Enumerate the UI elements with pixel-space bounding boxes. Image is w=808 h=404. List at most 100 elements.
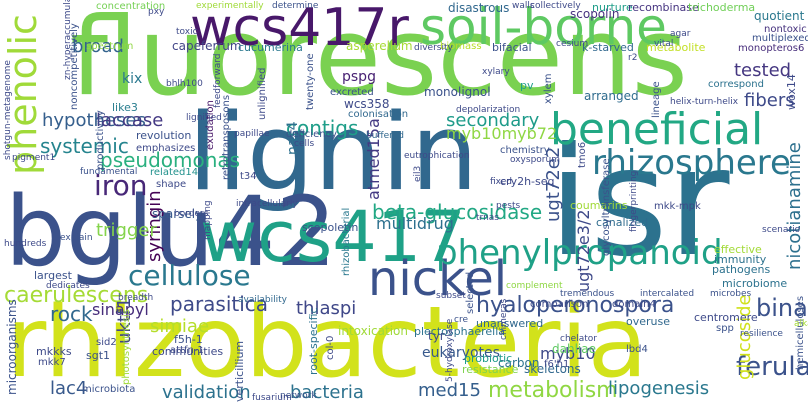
word: recombinase — [628, 1, 699, 14]
word: disastrous — [448, 1, 510, 15]
word: intoxication — [338, 324, 408, 338]
word: rhizosphere — [592, 143, 791, 183]
word: pv — [520, 79, 534, 92]
word: monopteros6 — [738, 43, 805, 54]
word: related14 — [150, 167, 199, 178]
word: emphasizes — [136, 143, 196, 154]
word: unanswered — [476, 317, 544, 330]
word: binary — [756, 294, 808, 322]
word: overuse — [626, 315, 670, 328]
word: hemicelluloses — [795, 295, 806, 370]
word: tyr — [428, 329, 445, 343]
word: trigger — [96, 220, 157, 241]
word: nurture — [592, 1, 633, 14]
word: bacteria — [290, 382, 364, 403]
word: attfn-1 — [170, 345, 204, 356]
word: trichoderma — [688, 1, 756, 14]
word: t34 — [240, 171, 257, 182]
word: concentration — [96, 1, 166, 12]
word: wcs358 — [344, 97, 390, 111]
word: chimeras — [499, 298, 509, 340]
word: arranged — [584, 89, 639, 103]
word: availability — [238, 295, 287, 305]
word: quotient — [754, 9, 805, 23]
word: wcs417 — [200, 196, 466, 278]
word: cesium — [556, 39, 589, 49]
word: pests — [496, 201, 521, 211]
word: metabolism — [488, 378, 618, 403]
word: lignified — [186, 113, 222, 123]
word: microbiota — [82, 384, 136, 395]
word: fibers — [744, 90, 795, 111]
word: domain4 — [612, 299, 656, 310]
word: ugt72e3/2 — [574, 209, 593, 292]
word: correspond — [708, 79, 764, 90]
word: iron — [94, 169, 148, 202]
word: plectosphaerella — [414, 325, 505, 338]
word: immunity — [714, 253, 767, 266]
word: xylem — [543, 73, 554, 104]
word: intracellularly — [236, 199, 298, 209]
word: mkkks — [36, 345, 72, 358]
word: mkk-mpk — [654, 201, 701, 212]
word: explain — [60, 233, 93, 243]
word: depolarization — [456, 105, 521, 115]
word: r2 — [628, 53, 638, 63]
word: dedicates — [46, 281, 90, 291]
word: shotgun-metagenome — [3, 60, 13, 160]
word: collectively — [530, 1, 581, 11]
word: nicotianamine — [784, 142, 805, 270]
word: laccase — [96, 110, 164, 131]
word: multidrug — [376, 214, 454, 233]
word: cre — [454, 315, 468, 325]
word: bifacial — [492, 41, 532, 54]
word: beta-glucosidase — [372, 200, 543, 224]
word: complement — [506, 281, 563, 291]
word: fundamental — [80, 167, 138, 177]
word: tmo6 — [577, 141, 588, 168]
word: skeletons — [524, 362, 581, 376]
word: med15 — [418, 380, 481, 401]
word: zn-hyperaccumulator — [63, 0, 73, 80]
word: alkaline — [794, 319, 808, 329]
word: buffered — [366, 131, 404, 141]
word: trnas — [476, 213, 499, 223]
word: myb10myb72 — [446, 124, 558, 143]
word: microbes — [710, 289, 752, 299]
word: revolution — [136, 129, 192, 142]
word: largest — [34, 269, 72, 282]
word: resistance — [462, 363, 519, 376]
word: tested — [734, 60, 792, 81]
word: verticillium — [233, 340, 246, 402]
word: capeferrum — [172, 39, 242, 53]
word: parasitica — [170, 292, 269, 316]
word: canalized — [596, 216, 649, 229]
word: bglu42 — [5, 176, 337, 288]
word: diversity — [414, 43, 453, 53]
word: feedforward — [213, 53, 223, 108]
word: mkk7 — [38, 357, 66, 368]
word: breadth — [118, 293, 154, 303]
word: soil-borne — [420, 0, 667, 56]
word: vital — [654, 39, 674, 49]
word: contigs — [286, 116, 359, 140]
word: coumarins — [570, 199, 628, 212]
word: pigment1 — [12, 153, 56, 163]
word: rhizobacterial — [341, 207, 352, 276]
word: pathogens — [712, 263, 771, 276]
word: 5-hydroxylase — [445, 318, 455, 382]
word: lignin — [188, 91, 478, 214]
word: pxy — [148, 7, 165, 17]
word: borders — [174, 209, 209, 219]
word: determine — [272, 1, 319, 11]
word: probiotic — [464, 352, 513, 365]
word: eil3 — [413, 165, 423, 182]
word: walls — [512, 1, 535, 11]
word: eukaryotes — [422, 345, 500, 361]
word: spp — [716, 323, 734, 334]
word: communities — [152, 345, 224, 358]
word: kix — [122, 71, 143, 87]
word: subset — [436, 291, 466, 301]
word: network — [280, 391, 317, 401]
word: productivity — [95, 110, 106, 170]
